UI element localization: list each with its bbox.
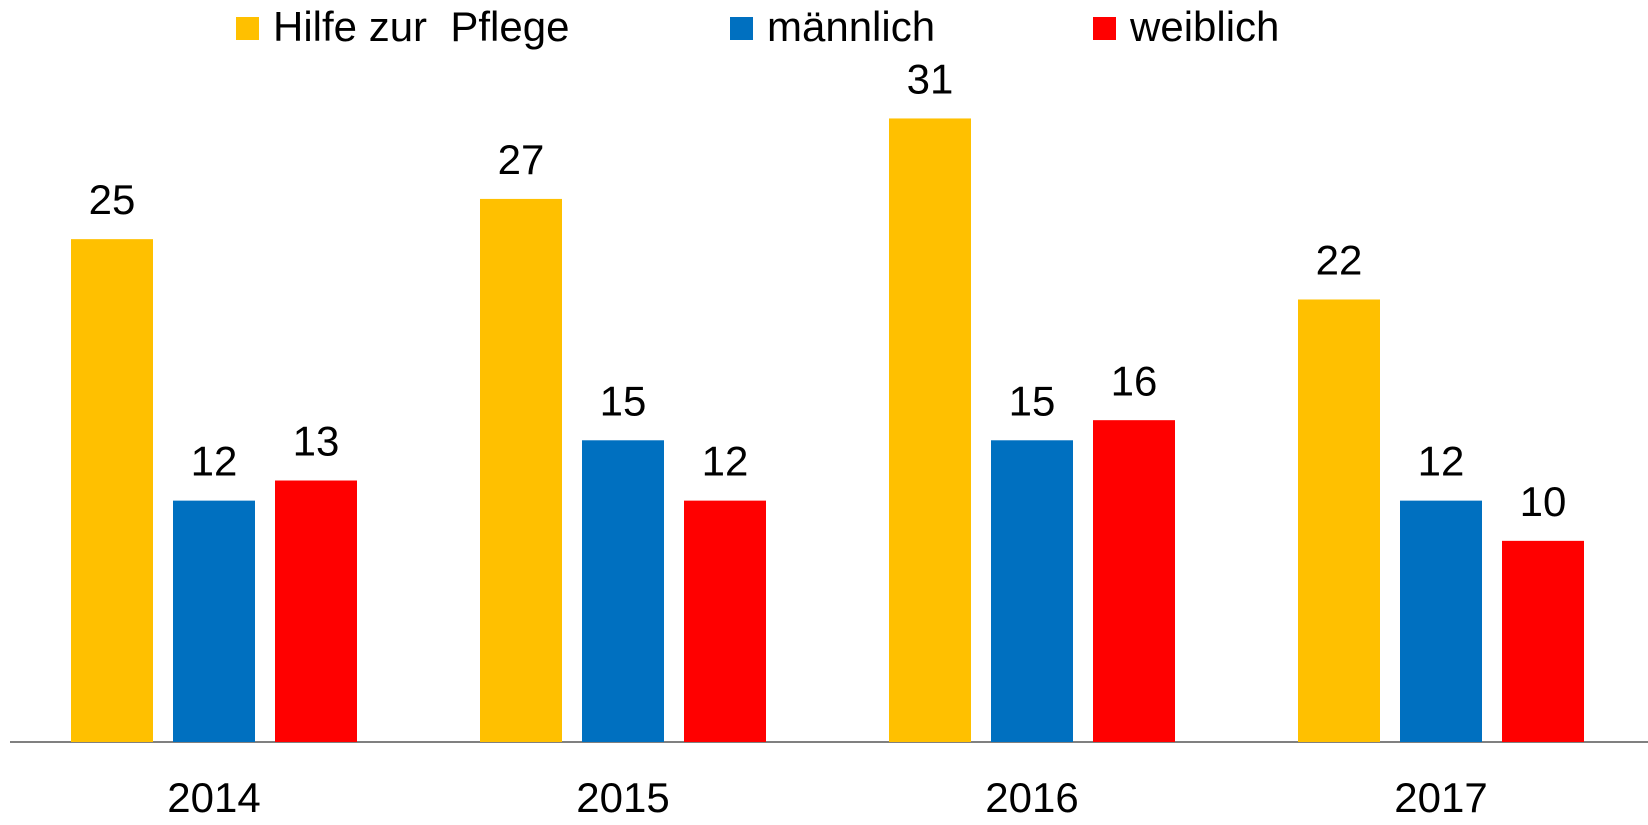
bar bbox=[173, 500, 255, 742]
value-label: 31 bbox=[907, 56, 954, 103]
legend-swatch bbox=[1093, 17, 1116, 40]
x-tick-label: 2015 bbox=[576, 774, 669, 821]
bar bbox=[1298, 299, 1380, 742]
x-tick-label: 2016 bbox=[985, 774, 1078, 821]
bar bbox=[275, 480, 357, 742]
x-tick-label: 2017 bbox=[1394, 774, 1487, 821]
bar bbox=[71, 239, 153, 742]
bar bbox=[480, 198, 562, 742]
x-tick-label: 2014 bbox=[167, 774, 260, 821]
bar bbox=[684, 500, 766, 742]
bar bbox=[582, 440, 664, 742]
bar bbox=[1400, 500, 1482, 742]
value-label: 27 bbox=[498, 136, 545, 183]
value-label: 15 bbox=[1009, 377, 1056, 424]
legend-label: weiblich bbox=[1129, 3, 1279, 50]
bar bbox=[1502, 540, 1584, 742]
legend-label: männlich bbox=[767, 3, 935, 50]
legend-label: Hilfe zur Pflege bbox=[273, 3, 569, 50]
value-label: 10 bbox=[1520, 478, 1567, 525]
bar bbox=[889, 118, 971, 742]
value-label: 22 bbox=[1316, 237, 1363, 284]
legend-swatch bbox=[730, 17, 753, 40]
value-label: 25 bbox=[89, 176, 136, 223]
value-label: 12 bbox=[702, 438, 749, 485]
bar bbox=[991, 440, 1073, 742]
value-label: 12 bbox=[191, 438, 238, 485]
legend-swatch bbox=[236, 17, 259, 40]
value-label: 16 bbox=[1111, 357, 1158, 404]
value-label: 15 bbox=[600, 377, 647, 424]
bar bbox=[1093, 420, 1175, 742]
value-label: 12 bbox=[1418, 438, 1465, 485]
value-label: 13 bbox=[293, 418, 340, 465]
